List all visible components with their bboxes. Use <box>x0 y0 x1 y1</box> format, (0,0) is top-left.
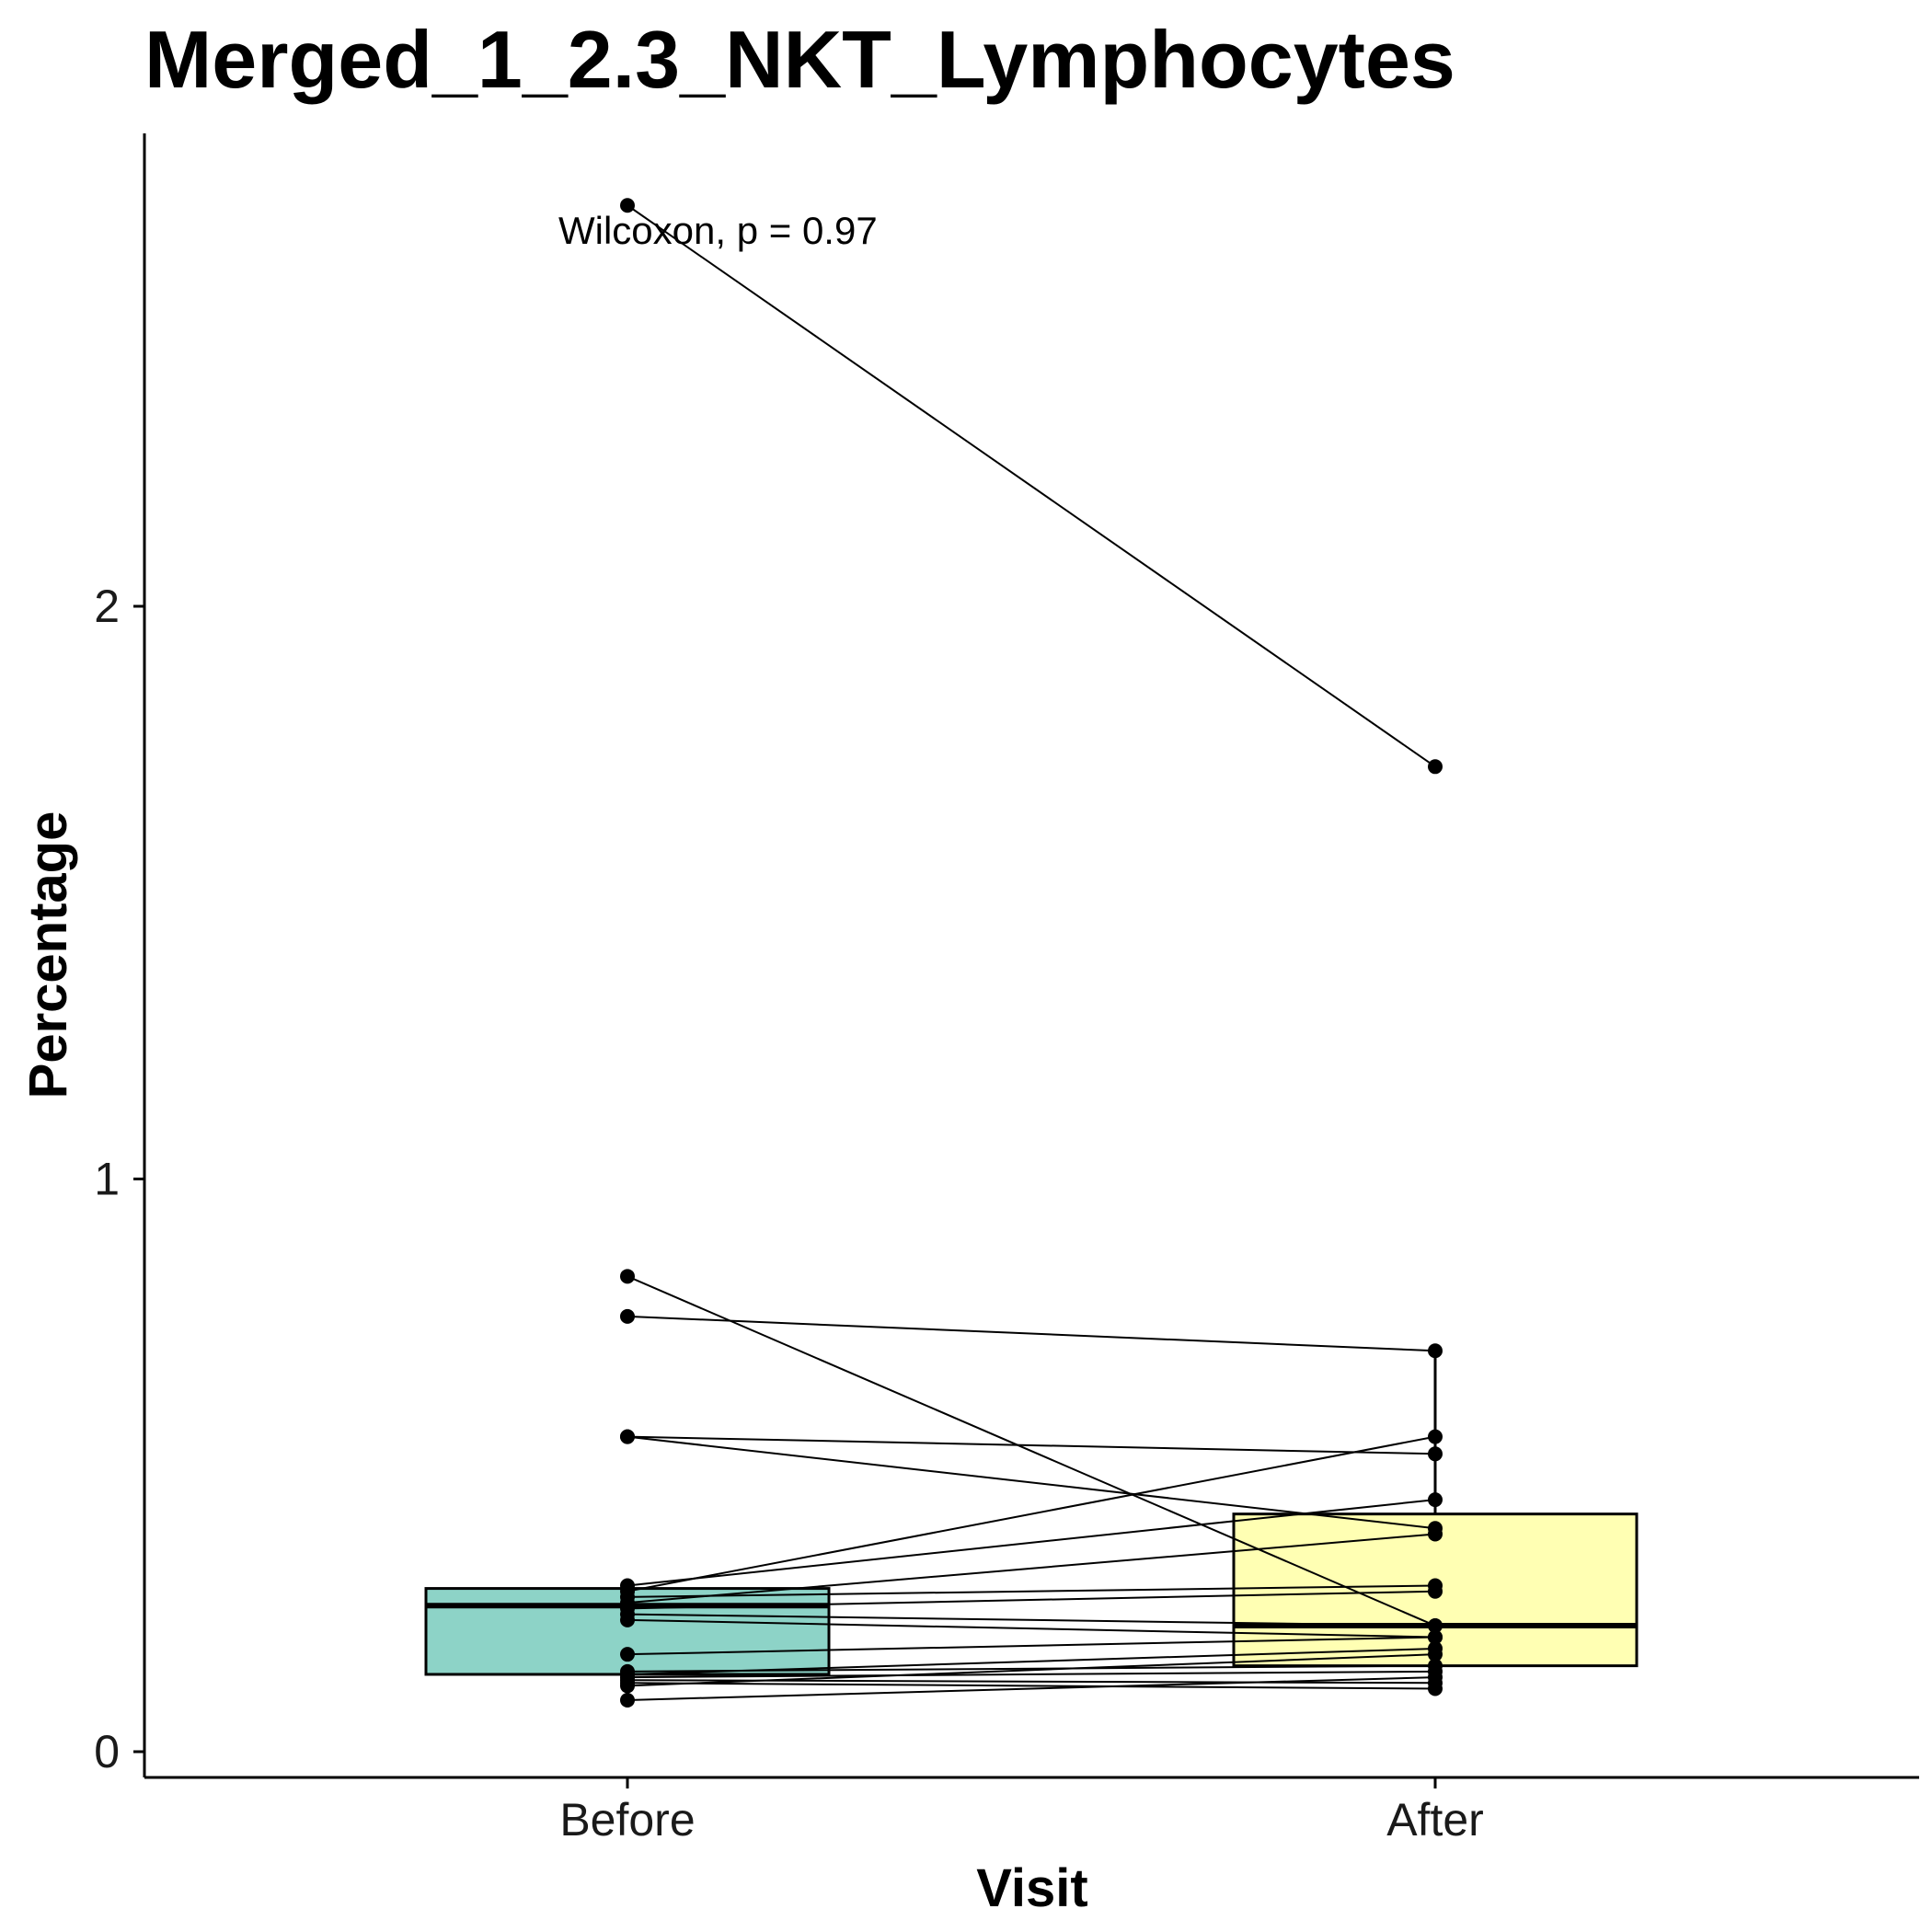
after-point-18 <box>1428 1647 1443 1662</box>
pair-line-18 <box>627 1653 1436 1687</box>
after-point-6 <box>1428 1429 1443 1444</box>
points-layer <box>620 198 1443 1708</box>
after-point-8 <box>1428 1526 1443 1542</box>
x-tick-label-after: After <box>1386 1794 1484 1846</box>
before-point-19 <box>620 1692 635 1708</box>
pair-line-4 <box>627 1435 1436 1530</box>
before-point-2 <box>620 1308 635 1324</box>
after-point-5 <box>1428 1492 1443 1508</box>
y-tick-label-2: 2 <box>94 581 120 632</box>
before-point-11 <box>620 1612 635 1627</box>
pair-line-15 <box>627 1670 1436 1679</box>
before-point-0 <box>620 198 635 213</box>
before-point-4 <box>620 1429 635 1444</box>
pair-line-2 <box>627 1315 1436 1352</box>
pair-line-8 <box>627 1533 1436 1604</box>
pair-line-19 <box>627 1676 1436 1701</box>
pair-line-0 <box>627 204 1436 768</box>
after-point-17 <box>1428 1681 1443 1696</box>
after-point-2 <box>1428 1343 1443 1359</box>
x-axis-title: Visit <box>976 1858 1087 1918</box>
pair-line-14 <box>627 1647 1436 1675</box>
x-ticks: Before After <box>559 1777 1484 1846</box>
after-point-19 <box>1428 1670 1443 1685</box>
after-point-3 <box>1428 1446 1443 1462</box>
y-ticks: 0 1 2 <box>94 581 144 1777</box>
pair-line-17 <box>627 1682 1436 1690</box>
boxes-layer <box>424 1351 1639 1700</box>
pair-line-1 <box>627 1275 1436 1627</box>
after-point-9 <box>1428 1583 1443 1599</box>
wilcoxon-annotation: Wilcoxon, p = 0.97 <box>558 209 878 252</box>
after-point-0 <box>1428 759 1443 775</box>
before-point-1 <box>620 1269 635 1284</box>
x-tick-label-before: Before <box>559 1794 695 1846</box>
pair-line-9 <box>627 1590 1436 1610</box>
pair-line-11 <box>627 1618 1436 1639</box>
y-axis-title: Percentage <box>18 811 78 1099</box>
pair-line-10 <box>627 1613 1436 1627</box>
pair-line-3 <box>627 1435 1436 1455</box>
chart-title: Merged_1_2.3_NKT_Lymphocytes <box>144 14 1455 105</box>
before-point-18 <box>620 1678 635 1694</box>
pair-line-5 <box>627 1499 1436 1587</box>
pair-line-12 <box>627 1636 1436 1656</box>
after-point-12 <box>1428 1629 1443 1645</box>
pair-lines-layer <box>627 204 1436 1701</box>
after-point-10 <box>1428 1618 1443 1634</box>
pair-line-7 <box>627 1584 1436 1598</box>
y-tick-label-0: 0 <box>94 1726 120 1777</box>
pair-line-6 <box>627 1435 1436 1593</box>
before-point-12 <box>620 1647 635 1662</box>
y-tick-label-1: 1 <box>94 1154 120 1205</box>
